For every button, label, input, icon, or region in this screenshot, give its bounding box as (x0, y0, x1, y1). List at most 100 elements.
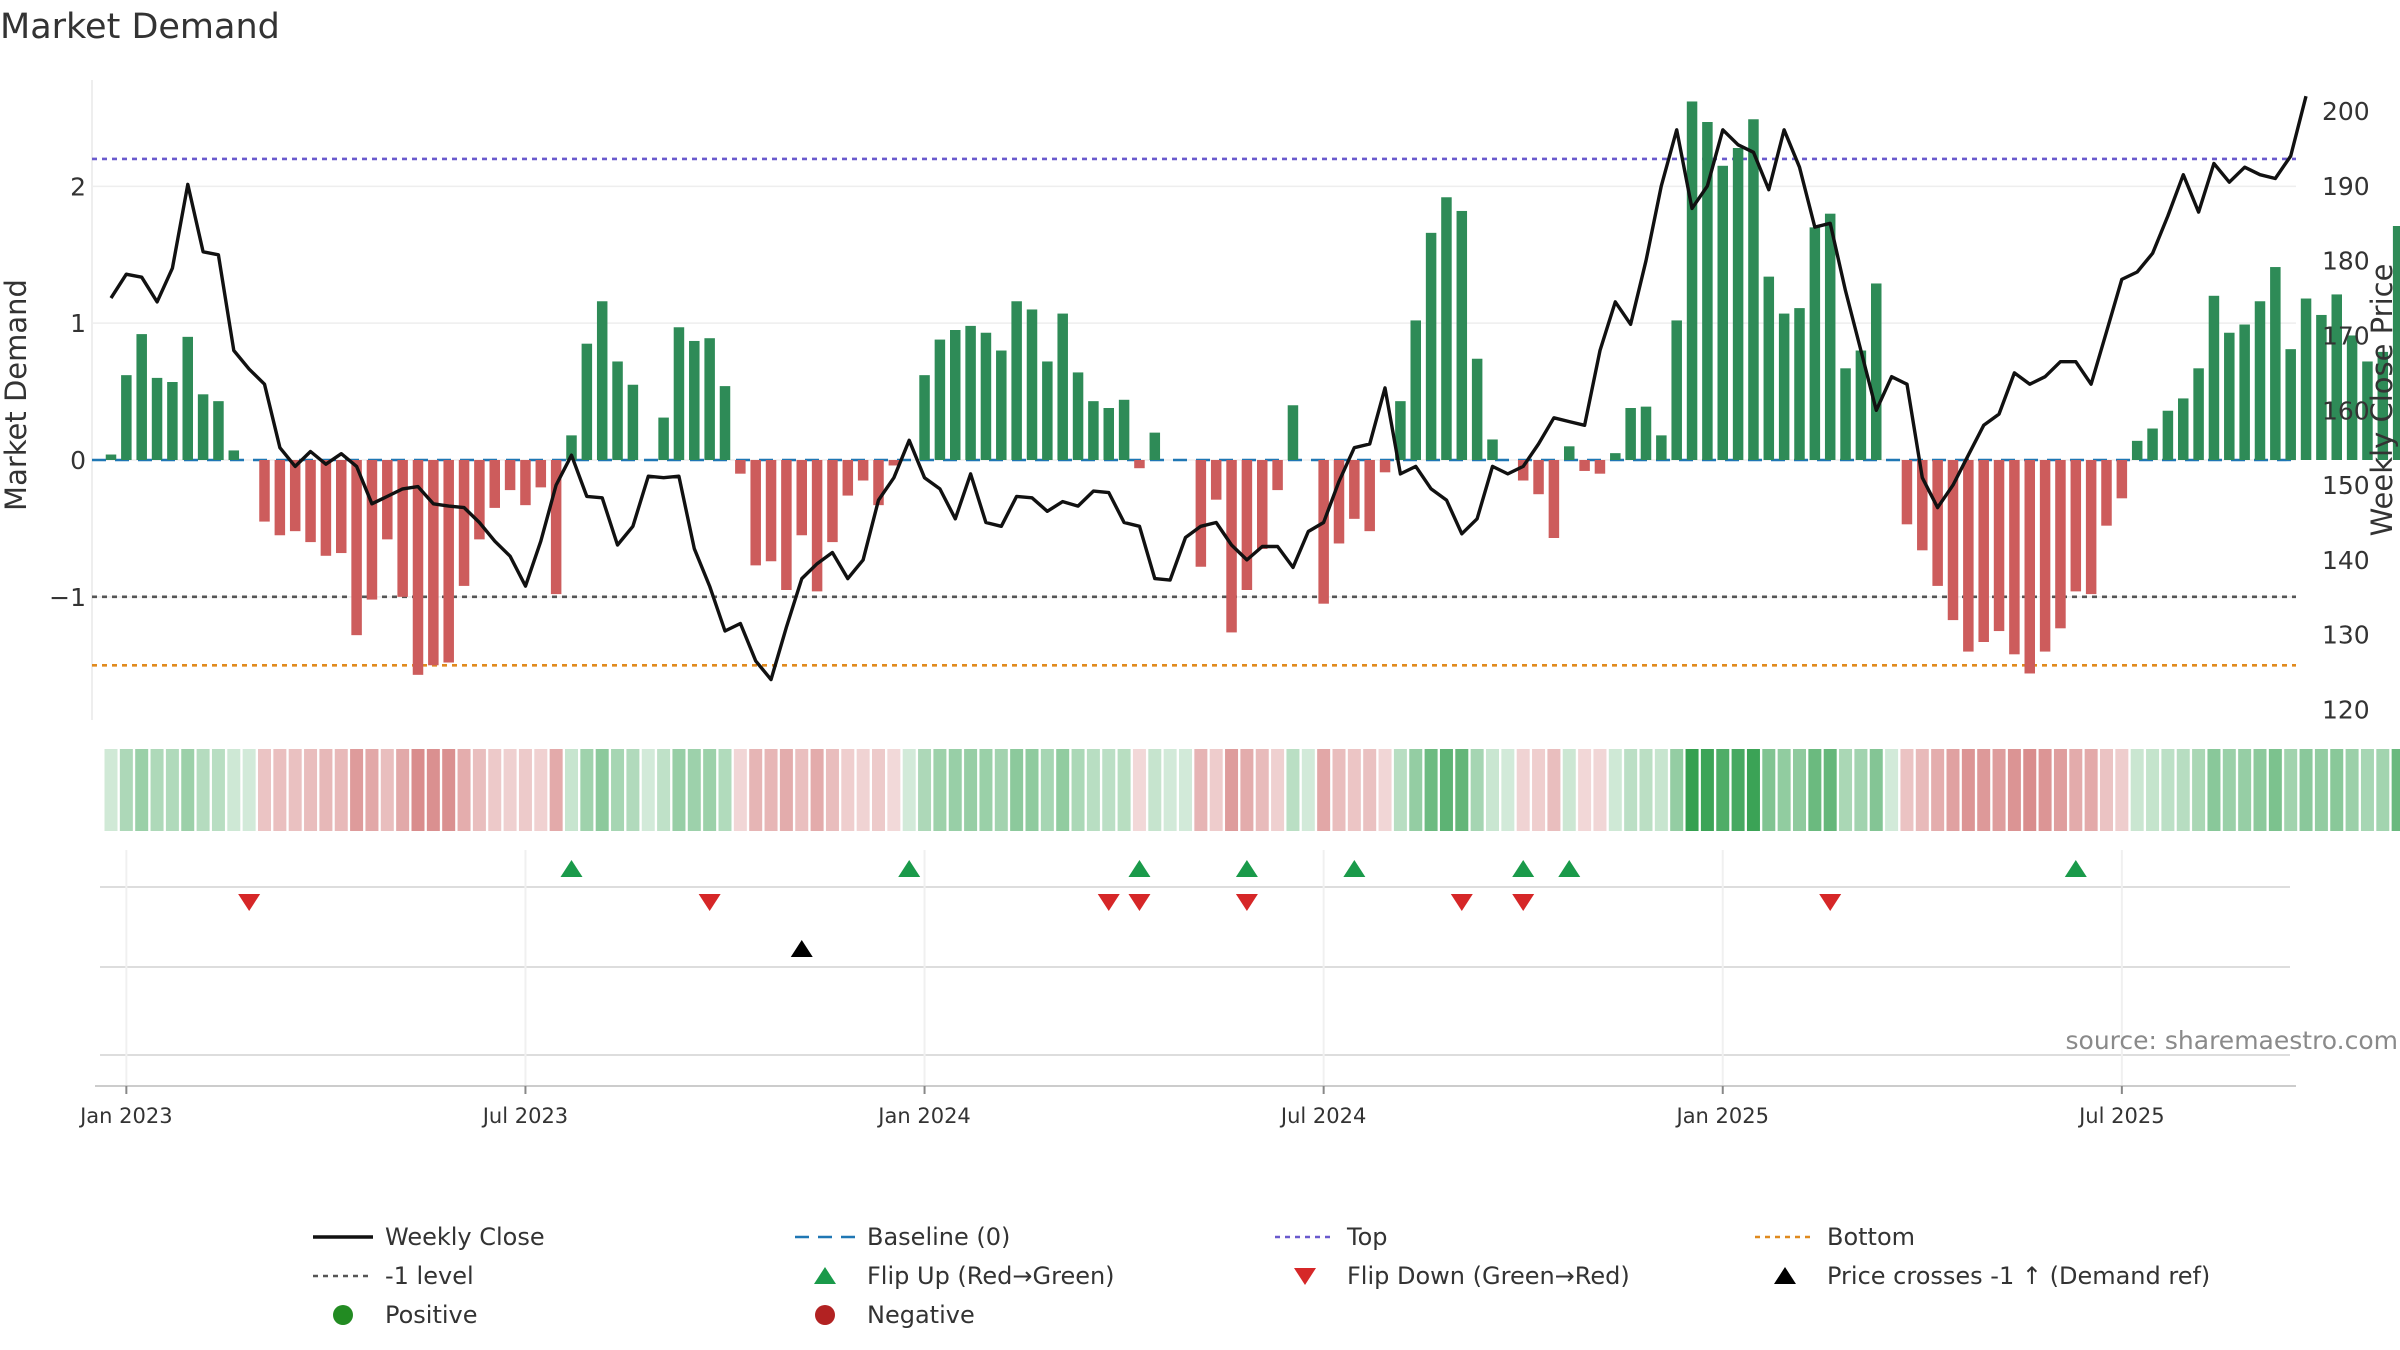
demand-bar (428, 460, 439, 666)
heat-cell (196, 749, 210, 831)
date-axis: Jan 2023 Jul 2023 Jan 2024 Jul 2024 Jan 2025… (78, 1085, 2296, 1128)
heat-cell (1086, 749, 1100, 831)
y-tick-label: 1 (70, 309, 86, 338)
demand-bar (2316, 314, 2327, 460)
heat-cell (211, 749, 225, 831)
demand-bar (1257, 460, 1268, 549)
demand-bar (2178, 398, 2189, 460)
demand-bar (934, 339, 946, 460)
heat-cell (1869, 749, 1883, 831)
legend-label: Bottom (1827, 1223, 1915, 1251)
heat-cell (1900, 749, 1914, 831)
flip-up-marker (1558, 860, 1581, 877)
y2-tick-label: 200 (2322, 97, 2370, 126)
heat-cell (825, 749, 839, 831)
demand-bar (550, 460, 562, 595)
demand-bar (1441, 197, 1452, 460)
demand-bar (1395, 401, 1406, 460)
heat-cell (411, 749, 425, 831)
heat-cell (1685, 749, 1699, 831)
heat-cell (2053, 749, 2067, 831)
heat-cell (273, 749, 287, 831)
demand-bar (2300, 298, 2312, 460)
demand-bar (1210, 460, 1222, 500)
heat-cell (687, 749, 701, 831)
demand-bar (842, 460, 854, 496)
source-label: source: sharemaestro.com (2066, 1026, 2399, 1055)
heat-cell (181, 749, 195, 831)
heat-cell (426, 749, 440, 831)
heat-cell (1532, 749, 1546, 831)
heat-cell (1332, 749, 1346, 831)
demand-bar (689, 340, 700, 460)
legend-label: Negative (867, 1301, 975, 1329)
y-axis-label: Market Demand (0, 279, 33, 511)
demand-bar (1471, 358, 1483, 460)
heat-cell (1439, 749, 1453, 831)
heat-cell (165, 749, 179, 831)
demand-bar (489, 460, 500, 508)
demand-bar (2285, 349, 2296, 460)
legend-item-positive: Positive (333, 1301, 478, 1329)
heat-cell (227, 749, 241, 831)
demand-bar (1993, 460, 2005, 632)
heat-cell (319, 749, 333, 831)
heat-cell (2023, 749, 2037, 831)
date-tick-label: Jul 2025 (2077, 1104, 2164, 1128)
heat-cell (1731, 749, 1745, 831)
heat-cell (2391, 749, 2400, 831)
flip-up-marker (898, 860, 921, 877)
demand-bar (1287, 405, 1299, 460)
heat-cell (135, 749, 149, 831)
demand-bar (1088, 401, 1099, 460)
demand-bar (2070, 460, 2082, 592)
demand-bar (351, 460, 362, 636)
demand-bar (1456, 210, 1468, 460)
heat-cell (549, 749, 563, 831)
heat-cell (304, 749, 318, 831)
demand-bar (658, 417, 669, 460)
heat-cell (948, 749, 962, 831)
demand-bar (1118, 399, 1130, 460)
heat-cell (2284, 749, 2298, 831)
demand-bar (1671, 320, 1682, 460)
heat-cell (1148, 749, 1162, 831)
heat-cell (1992, 749, 2006, 831)
demand-bar (2270, 267, 2281, 460)
price-cross-marker (790, 940, 813, 957)
y-tick-label: −1 (49, 583, 86, 612)
y2-tick-label: 150 (2322, 471, 2370, 500)
heat-cell (1823, 749, 1837, 831)
heat-cell (1854, 749, 1868, 831)
demand-bar (2101, 460, 2112, 526)
demand-bar (1349, 460, 1360, 519)
demand-bar (581, 343, 593, 460)
demand-bar (1195, 460, 1207, 567)
y2-tick-label: 190 (2322, 172, 2370, 201)
heat-cell (1654, 749, 1668, 831)
heat-cell (350, 749, 364, 831)
demand-bar (827, 460, 838, 543)
demand-bar (873, 460, 884, 506)
demand-bar (2162, 410, 2174, 460)
heat-cell (2376, 749, 2390, 831)
demand-bar (1425, 232, 1437, 460)
heat-cell (1885, 749, 1899, 831)
flip-up-marker (1512, 860, 1535, 877)
heat-cell (1516, 749, 1530, 831)
demand-bar (1042, 361, 1053, 460)
heat-cell (595, 749, 609, 831)
demand-bar (228, 450, 240, 460)
demand-bar (2193, 368, 2204, 460)
heat-cell (2253, 749, 2267, 831)
y2-tick-label: 160 (2322, 396, 2370, 425)
legend-item-top: Top (1275, 1223, 1388, 1251)
heat-cell (1225, 749, 1239, 831)
heat-cell (872, 749, 885, 831)
demand-bar (1824, 213, 1836, 460)
demand-bar (1809, 227, 1821, 460)
demand-bar (1625, 408, 1636, 460)
demand-bar (1564, 446, 1575, 460)
demand-bar (443, 460, 454, 663)
demand-bar (535, 460, 547, 488)
